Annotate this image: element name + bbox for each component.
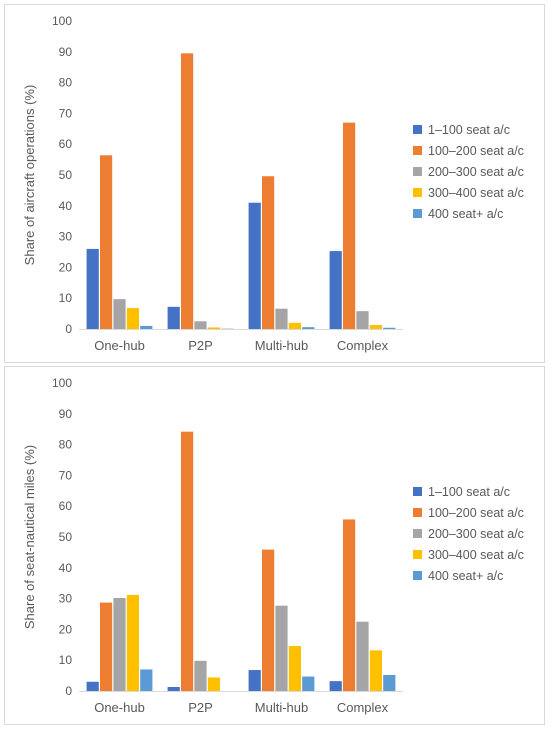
x-tick-label: Multi-hub [255,338,308,353]
operations-bar-chart: 0 10 20 30 40 50 60 70 80 90 100 Share of aircraft … [22,14,524,353]
bar [167,306,180,329]
y-tick-label: 0 [65,684,72,698]
legend-label: 1–100 seat a/c [428,123,510,137]
bar [302,327,315,329]
bar [86,248,99,329]
y-tick-label: 50 [59,168,73,182]
legend-swatch [413,508,422,517]
bar [207,327,220,329]
bar [140,325,153,329]
legend-label: 400 seat+ a/c [428,569,503,583]
legend-swatch [413,529,422,538]
bar [181,431,194,691]
y-tick-label: 70 [59,468,73,482]
y-tick-label: 20 [59,622,73,636]
x-tick-label: P2P [188,700,213,715]
bar [383,674,396,691]
y-axis-label: Share of aircraft operations (%) [22,85,37,266]
y-tick-label: 30 [59,230,73,244]
bar [113,597,126,691]
legend-swatch [413,209,422,218]
y-tick-label: 80 [59,76,73,90]
bar [207,677,220,691]
legend-swatch [413,167,422,176]
legend-swatch [413,487,422,496]
y-tick-label: 90 [59,407,73,421]
y-tick-label: 40 [59,199,73,213]
legend-label: 100–200 seat a/c [428,506,524,520]
y-tick-label: 90 [59,45,73,59]
bar [356,311,369,329]
bar [248,202,261,329]
bar [275,308,288,329]
bar [126,594,139,691]
bar [194,660,207,691]
bar [343,122,356,329]
y-tick-label: 40 [59,561,73,575]
legend-label: 300–400 seat a/c [428,186,524,200]
x-tick-label: Multi-hub [255,700,308,715]
operations-chart-panel: 0 10 20 30 40 50 60 70 80 90 100 Share of aircraft … [4,4,545,363]
x-tick-label: P2P [188,338,213,353]
bar [329,681,342,691]
y-tick-label: 10 [59,653,73,667]
y-tick-label: 50 [59,530,73,544]
y-tick-label: 70 [59,106,73,120]
legend-label: 200–300 seat a/c [428,165,524,179]
bar [181,53,194,330]
legend-label: 400 seat+ a/c [428,207,503,221]
legend-swatch [413,125,422,134]
bar [100,602,113,691]
legend-swatch [413,571,422,580]
y-tick-label: 10 [59,291,73,305]
bar [167,686,180,691]
bar [329,251,342,329]
legend-label: 200–300 seat a/c [428,527,524,541]
bar [194,321,207,329]
bar [343,519,356,691]
bar [302,676,315,691]
x-tick-label: One-hub [94,700,145,715]
bar [86,681,99,691]
x-tick-label: Complex [337,700,389,715]
legend-label: 300–400 seat a/c [428,548,524,562]
bar [369,650,382,691]
x-tick-label: Complex [337,338,389,353]
legend-label: 100–200 seat a/c [428,144,524,158]
bar [383,327,396,329]
y-axis-label: Share of seat-nautical miles (%) [22,445,37,629]
legend-swatch [413,188,422,197]
legend-swatch [413,146,422,155]
bar [113,299,126,329]
bar [262,176,275,329]
seat-miles-bar-chart: 0 10 20 30 40 50 60 70 80 90 100 Share of seat-naut… [22,376,524,715]
y-tick-label: 80 [59,438,73,452]
bar [369,324,382,329]
bar [356,621,369,691]
bar [275,605,288,691]
bar [288,322,301,329]
bar [140,669,153,691]
legend-label: 1–100 seat a/c [428,485,510,499]
y-tick-label: 30 [59,592,73,606]
y-tick-label: 60 [59,137,73,151]
bar [100,155,113,329]
bar [288,646,301,691]
x-tick-label: One-hub [94,338,145,353]
seat-miles-chart-panel: 0 10 20 30 40 50 60 70 80 90 100 Share of seat-naut… [4,366,545,725]
bar [126,308,139,329]
y-tick-label: 100 [52,14,72,28]
bar [262,549,275,691]
bar [248,670,261,691]
y-tick-label: 0 [65,322,72,336]
y-tick-label: 20 [59,260,73,274]
y-tick-label: 60 [59,499,73,513]
legend-swatch [413,550,422,559]
y-tick-label: 100 [52,376,72,390]
